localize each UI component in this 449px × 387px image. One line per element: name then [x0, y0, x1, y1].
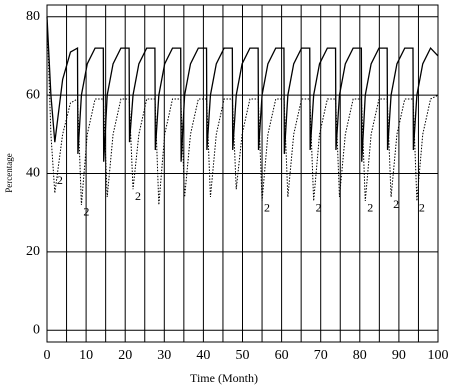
series-line	[46, 16, 439, 162]
x-tick-label: 80	[353, 348, 367, 363]
series-label: 2	[393, 197, 399, 211]
y-tick-label: 80	[26, 9, 40, 24]
x-tick-label: 60	[275, 348, 289, 363]
x-tick-label: 70	[314, 348, 328, 363]
series-line	[46, 16, 439, 205]
y-axis-label: Percentage	[4, 153, 14, 192]
x-tick-label: 30	[157, 348, 171, 363]
x-tick-label: 40	[196, 348, 210, 363]
series-label: 2	[264, 201, 270, 215]
y-tick-label: 60	[26, 87, 40, 102]
x-tick-label: 10	[79, 348, 93, 363]
x-tick-label: 20	[118, 348, 132, 363]
x-tick-label: 100	[428, 348, 449, 363]
y-tick-label: 0	[33, 322, 40, 337]
series-label: 2	[367, 201, 373, 215]
series-label: 2	[135, 189, 141, 203]
y-tick-label: 40	[26, 166, 40, 181]
x-tick-label: 90	[392, 348, 406, 363]
x-tick-label: 0	[44, 348, 51, 363]
series-label: 2	[419, 201, 425, 215]
x-tick-label: 50	[236, 348, 250, 363]
series-label: 2	[57, 173, 63, 187]
series-label: 2	[316, 201, 322, 215]
y-tick-label: 20	[26, 244, 40, 259]
series-label: 2	[83, 205, 89, 219]
x-axis-label: Time (Month)	[190, 371, 258, 385]
